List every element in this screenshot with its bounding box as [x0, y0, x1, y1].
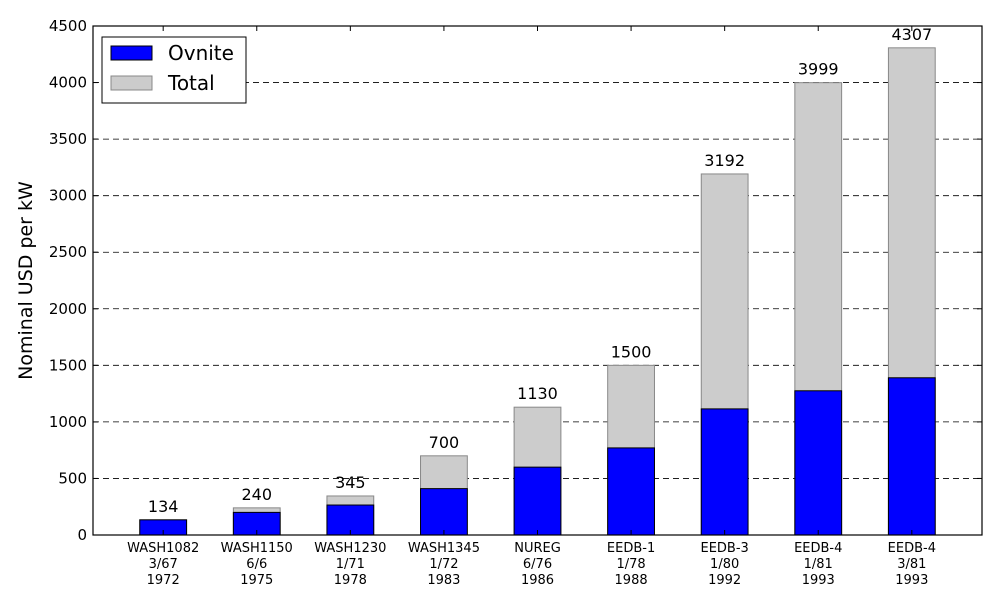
x-tick-label: WASH1345: [408, 541, 480, 556]
bar-ovnite: [700, 408, 749, 536]
x-axis-ticks: WASH10823/671972WASH11506/61975WASH12301…: [127, 26, 936, 588]
bar-ovnite: [887, 377, 936, 536]
x-tick-label: 1983: [427, 573, 460, 588]
x-tick-label: 1993: [895, 573, 928, 588]
legend-swatch: [110, 45, 153, 61]
x-tick-label: 1992: [708, 573, 741, 588]
x-tick-label: EEDB-3: [700, 541, 748, 556]
y-tick-label: 2000: [49, 300, 87, 318]
y-tick-label: 4500: [49, 17, 87, 35]
x-tick-label: 1988: [615, 573, 648, 588]
bars: [139, 47, 936, 536]
y-axis-label: Nominal USD per kW: [15, 181, 37, 380]
bar-ovnite: [607, 447, 655, 536]
data-label: 3999: [798, 60, 839, 79]
x-tick-label: 1/72: [429, 557, 458, 572]
legend: Ovnite Total: [101, 36, 247, 104]
y-tick-label: 0: [77, 526, 87, 544]
bar-ovnite: [513, 466, 562, 536]
x-tick-label: 1978: [334, 573, 367, 588]
x-tick-label: 1/80: [710, 557, 739, 572]
x-tick-label: WASH1082: [127, 541, 199, 556]
x-tick-label: EEDB-1: [607, 541, 655, 556]
x-tick-label: 3/81: [897, 557, 926, 572]
data-label: 700: [429, 433, 460, 452]
x-tick-label: 1/71: [336, 557, 365, 572]
data-label: 240: [241, 485, 272, 504]
y-tick-label: 1000: [49, 413, 87, 431]
x-tick-label: EEDB-4: [888, 541, 936, 556]
data-label: 1500: [611, 342, 652, 361]
bar-ovnite: [420, 488, 468, 536]
x-tick-label: WASH1150: [221, 541, 293, 556]
data-label: 3192: [704, 151, 745, 170]
x-tick-label: 3/67: [149, 557, 178, 572]
x-tick-label: 1/78: [616, 557, 645, 572]
x-tick-label: WASH1230: [314, 541, 386, 556]
data-label: 345: [335, 473, 366, 492]
y-tick-label: 500: [58, 469, 87, 487]
y-axis-ticks: 0 500 1000 1500 2000 2500 3000 3500 4000 4500: [49, 17, 982, 544]
data-labels: 134 240 345 700 1130 1500 3192 3999 4307: [148, 25, 932, 516]
y-tick-label: 3000: [49, 187, 87, 205]
y-tick-label: 4000: [49, 74, 87, 92]
x-tick-label: EEDB-4: [794, 541, 842, 556]
x-tick-label: 1986: [521, 573, 554, 588]
x-tick-label: NUREG: [514, 541, 561, 556]
y-tick-label: 2500: [49, 243, 87, 261]
x-tick-label: 1972: [147, 573, 180, 588]
x-tick-label: 1993: [802, 573, 835, 588]
x-tick-label: 6/76: [523, 557, 552, 572]
y-tick-label: 1500: [49, 356, 87, 374]
y-tick-label: 3500: [49, 130, 87, 148]
x-tick-label: 1975: [240, 573, 273, 588]
legend-label: Ovnite: [168, 41, 234, 65]
x-tick-label: 6/6: [246, 557, 267, 572]
data-label: 4307: [891, 25, 932, 44]
data-label: 1130: [517, 384, 558, 403]
x-tick-label: 1/81: [804, 557, 833, 572]
data-label: 134: [148, 497, 179, 516]
legend-label: Total: [167, 71, 215, 95]
bar-ovnite: [794, 390, 843, 536]
legend-swatch: [110, 75, 153, 91]
